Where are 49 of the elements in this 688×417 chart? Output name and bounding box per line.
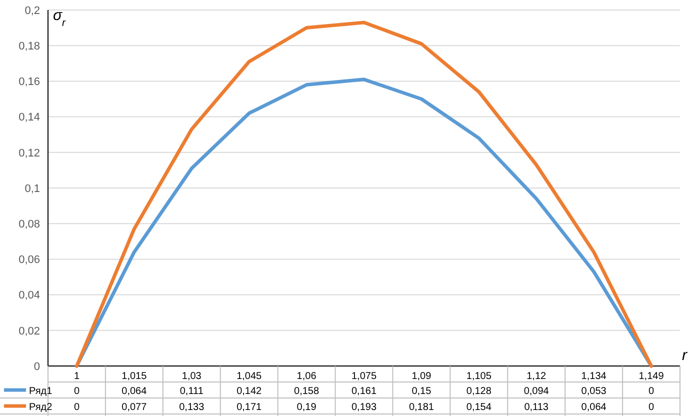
x-tick-label: 1,03: [182, 371, 202, 382]
y-tick-label: 0,1: [24, 182, 40, 195]
x-tick-label: 1,075: [351, 371, 377, 382]
y-tick-label: 0,18: [18, 40, 40, 52]
x-tick-label: 1,105: [466, 371, 492, 382]
data-label: 0,077: [122, 402, 148, 413]
data-label: 0,064: [581, 402, 607, 413]
y-tick-label: 0,16: [18, 76, 40, 88]
legend-label: Ряд2: [29, 402, 53, 413]
x-axis-title: r: [682, 347, 688, 364]
legend-label: Ряд1: [29, 386, 53, 397]
y-tick-label: 0,02: [18, 325, 40, 338]
data-label: 0,064: [122, 386, 148, 397]
data-label: 0,154: [466, 402, 492, 413]
data-label: 0,161: [351, 386, 377, 397]
y-tick-label: 0,08: [18, 218, 40, 230]
y-tick-label: 0,14: [18, 112, 40, 124]
data-label: 0,19: [296, 402, 317, 413]
data-label: 0: [648, 402, 654, 413]
y-axis-title: σ$_{r}$: [53, 7, 66, 29]
data-label: 0: [648, 386, 654, 397]
x-tick-label: 1,06: [296, 371, 317, 382]
x-tick-label: 1,045: [236, 371, 262, 382]
data-label: 0,111: [180, 386, 204, 397]
data-label: 0,142: [236, 386, 262, 397]
x-tick-label: 1,134: [581, 371, 607, 382]
y-tick-label: 0: [34, 360, 40, 373]
x-tick-label: 1: [74, 371, 80, 382]
data-label: 0,15: [412, 386, 432, 397]
data-label: 0,113: [524, 402, 549, 413]
data-label: 0,053: [581, 386, 607, 397]
y-tick-label: 0,12: [18, 147, 40, 160]
data-label: 0: [74, 402, 80, 413]
data-label: 0,094: [524, 386, 550, 397]
x-tick-label: 1,12: [526, 371, 547, 382]
y-tick-label: 0,04: [18, 290, 40, 302]
y-tick-label: 0,06: [18, 254, 40, 266]
data-label: 0,128: [466, 386, 492, 397]
data-label: 0,171: [236, 402, 262, 413]
data-label: 0,181: [408, 402, 434, 413]
data-label: 0,133: [179, 402, 205, 413]
x-tick-label: 1,09: [412, 371, 432, 382]
y-tick-label: 0,2: [24, 4, 40, 17]
x-tick-label: 1,015: [122, 371, 148, 382]
line-series: [74, 20, 654, 368]
data-label: 0,193: [351, 402, 377, 413]
data-label: 0: [74, 386, 80, 397]
data-label: 0,158: [294, 386, 320, 397]
x-tick-label: 1,149: [638, 371, 664, 382]
